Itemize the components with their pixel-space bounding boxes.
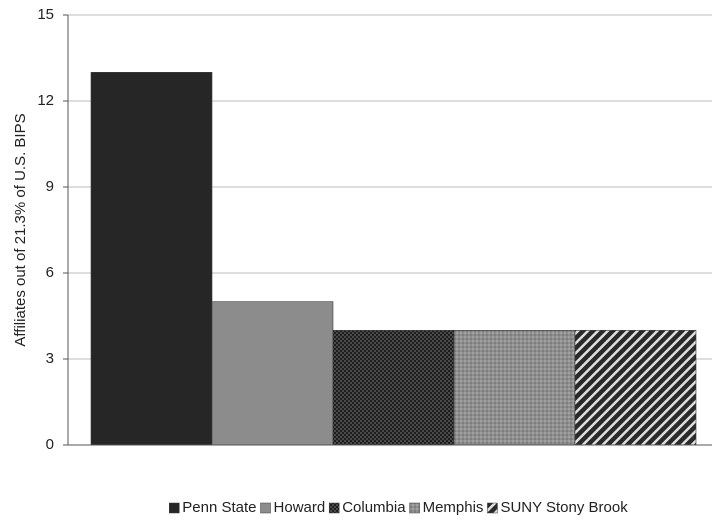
y-tick-label: 9	[46, 178, 54, 195]
y-tick-label: 15	[37, 6, 54, 23]
legend-label: Howard	[274, 499, 326, 516]
y-tick-label: 3	[46, 350, 54, 367]
legend-item-memphis: Memphis	[409, 499, 484, 516]
legend: Penn State Howard Columbia Memphis SUNY Ston…	[169, 499, 628, 516]
y-tick-label: 12	[37, 92, 54, 109]
bar-howard	[211, 301, 334, 446]
legend-label: Penn State	[182, 499, 256, 516]
bar-columbia	[332, 330, 455, 446]
legend-item-penn-state: Penn State	[169, 499, 257, 516]
legend-item-howard: Howard	[260, 499, 326, 516]
axes	[63, 14, 712, 446]
legend-swatch	[409, 502, 420, 514]
y-axis-title: Affiliates out of 21.3% of U.S. BIPS	[12, 113, 29, 346]
bars	[90, 72, 697, 446]
y-tick-label: 6	[46, 264, 54, 281]
legend-swatch	[260, 502, 271, 514]
legend-item-suny-stony-brook: SUNY Stony Brook	[487, 499, 628, 516]
legend-label: Memphis	[423, 499, 484, 516]
legend-swatch	[328, 502, 340, 514]
bar-memphis	[453, 330, 576, 446]
legend-label: Columbia	[342, 499, 406, 516]
bar-penn-state	[90, 72, 213, 446]
y-tick-labels: 0 3 6 9 12 15	[37, 6, 54, 453]
legend-swatch	[169, 502, 180, 514]
bar-suny-stony-brook	[574, 330, 697, 446]
legend-item-columbia: Columbia	[328, 499, 406, 516]
legend-label: SUNY Stony Brook	[500, 499, 628, 516]
legend-swatch	[487, 502, 498, 514]
y-tick-label: 0	[46, 436, 54, 453]
